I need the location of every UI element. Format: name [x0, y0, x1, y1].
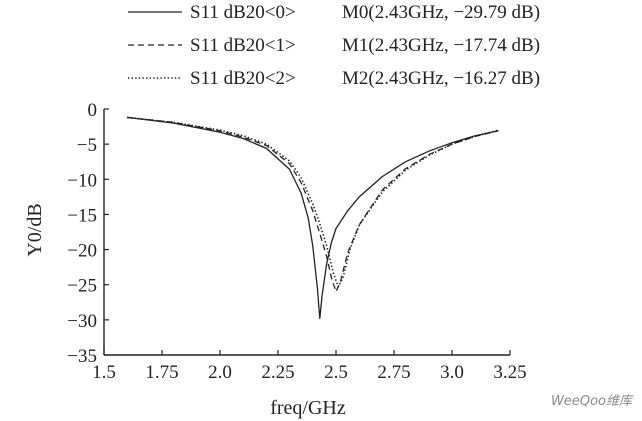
y-tick-label: −5 [77, 135, 97, 156]
x-tick-label: 3.25 [493, 362, 526, 383]
axes: 1.5 1.75 2.0 2.25 2.5 2.75 3.0 3.25 0 −5 −10 −15 −20… [67, 100, 526, 383]
y-tick-label: −20 [67, 241, 97, 262]
legend-marker-label-1: M1(2.43GHz, −17.74 dB) [342, 35, 540, 56]
y-tick-label: −15 [67, 205, 97, 226]
x-tick-label: 2.0 [208, 362, 232, 383]
watermark: WeeQoo维库 [551, 394, 632, 409]
series-line-2 [127, 116, 499, 288]
y-tick-label: −10 [67, 170, 97, 191]
legend-series-name-0: S11 dB20<0> [190, 2, 296, 23]
x-tick-label: 2.75 [377, 362, 410, 383]
series-line-0 [127, 116, 499, 320]
x-tick-label: 3.0 [440, 362, 464, 383]
legend-series-name-2: S11 dB20<2> [190, 68, 296, 89]
legend-series-name-1: S11 dB20<1> [190, 35, 296, 56]
x-tick-label: 2.5 [324, 362, 348, 383]
y-tick-label: −35 [67, 346, 97, 367]
legend: S11 dB20<0> M0(2.43GHz, −29.79 dB) S11 dB2… [128, 2, 540, 89]
x-axis-label: freq/GHz [270, 397, 346, 419]
y-axis-label: Y0/dB [24, 203, 46, 256]
y-tick-label: −30 [67, 311, 97, 332]
x-tick-label: 1.75 [145, 362, 178, 383]
y-tick-label: 0 [88, 100, 98, 121]
series-line-1 [127, 116, 499, 293]
legend-marker-label-2: M2(2.43GHz, −16.27 dB) [342, 68, 540, 89]
x-tick-label: 1.5 [92, 362, 116, 383]
x-tick-label: 2.25 [261, 362, 294, 383]
legend-marker-label-0: M0(2.43GHz, −29.79 dB) [342, 2, 540, 23]
plot-area [127, 116, 499, 320]
y-tick-label: −25 [67, 276, 97, 297]
